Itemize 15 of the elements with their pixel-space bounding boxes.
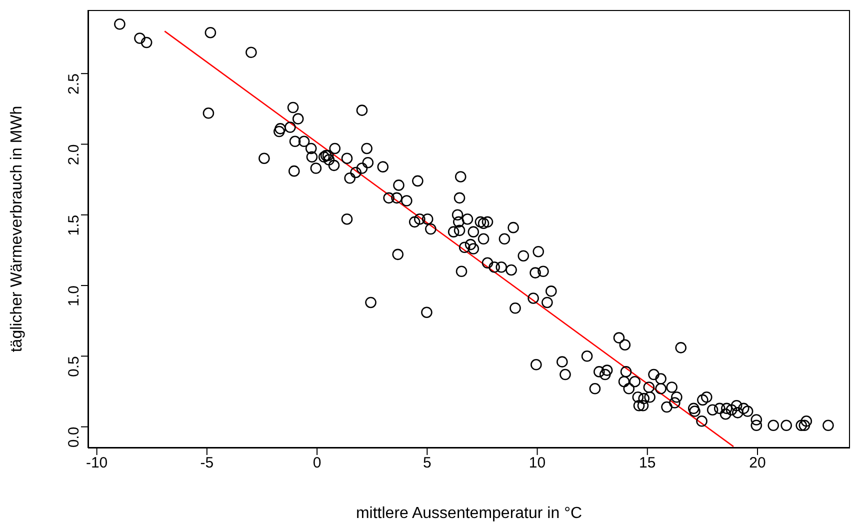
x-tick-label: 10 bbox=[528, 454, 546, 472]
y-tick-label: 0.5 bbox=[65, 356, 82, 378]
x-tick-label: -5 bbox=[200, 454, 214, 472]
y-tick-label: 2.5 bbox=[65, 74, 82, 94]
x-tick-label: 0 bbox=[312, 454, 322, 472]
x-axis-title: mittlere Aussentemperatur in °C bbox=[356, 505, 582, 522]
y-tick-label: 1.0 bbox=[65, 286, 82, 306]
y-axis-title: täglicher Wärmeverbrauch in MWh bbox=[8, 106, 26, 352]
x-tick-label: 15 bbox=[639, 454, 656, 472]
x-tick-label: 5 bbox=[422, 454, 432, 472]
y-tick-label: 0.0 bbox=[65, 426, 82, 448]
x-tick-label: -10 bbox=[86, 454, 108, 472]
y-tick-label: 2.0 bbox=[65, 144, 82, 166]
y-tick-label: 1.5 bbox=[65, 214, 82, 236]
x-tick-label: 20 bbox=[749, 454, 766, 472]
